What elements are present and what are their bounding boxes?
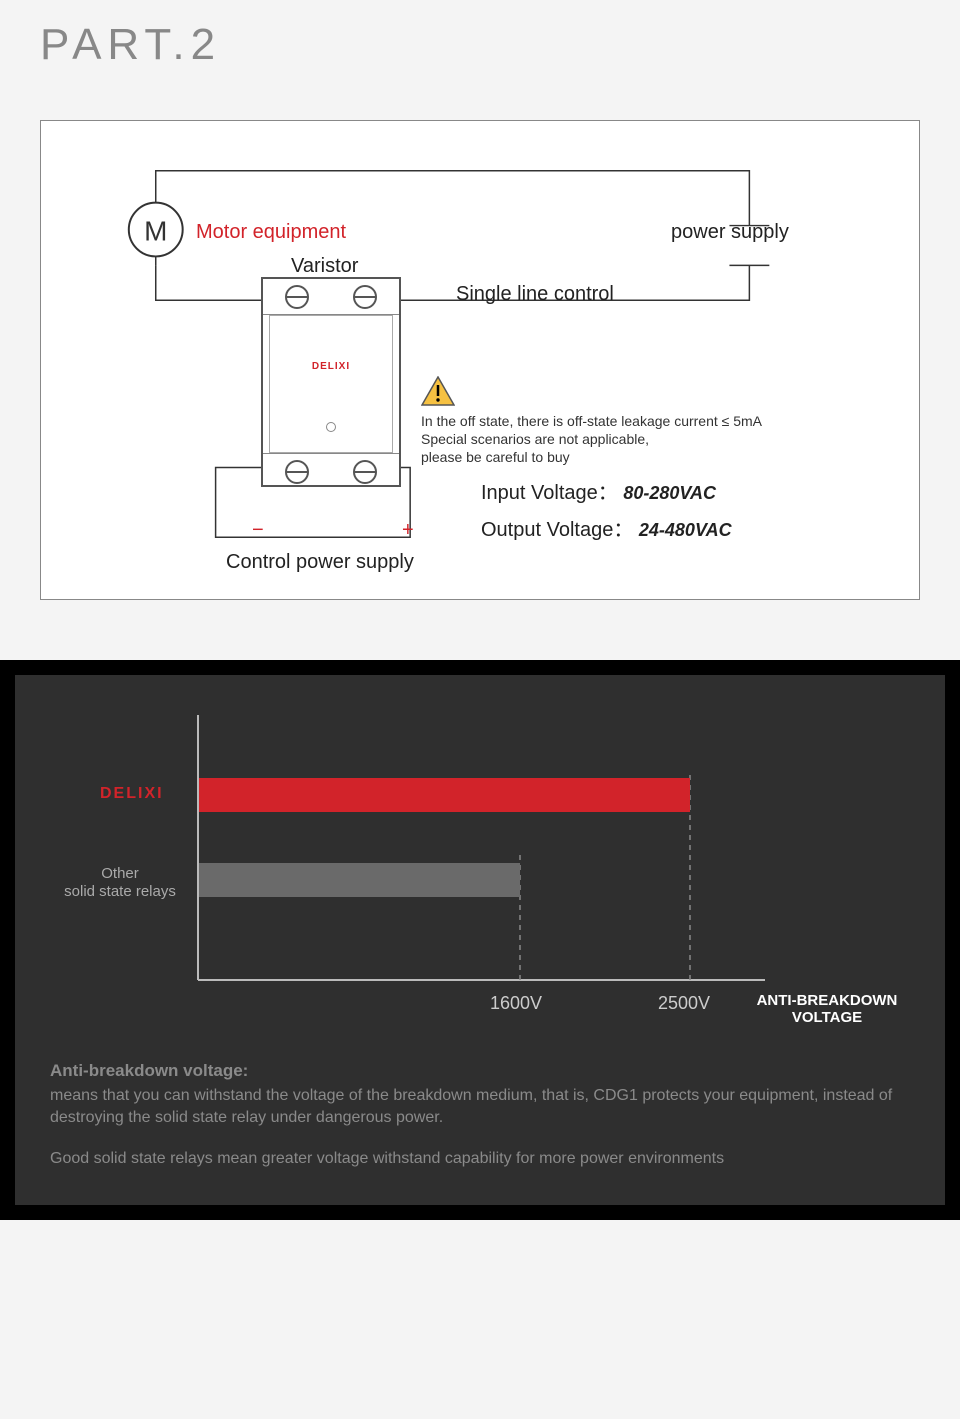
bar-delixi: [199, 778, 690, 812]
output-voltage-label: Output Voltage：: [481, 519, 633, 541]
plus-label: +: [402, 519, 414, 542]
top-section: PART.2 M: [0, 0, 960, 660]
control-power-supply-label: Control power supply: [226, 551, 414, 574]
screw-terminal-icon: [353, 460, 377, 484]
desc-para2: Good solid state relays mean greater vol…: [50, 1148, 910, 1170]
bar-other: [199, 863, 520, 897]
xtick-2500: 2500V: [658, 993, 710, 1014]
wiring-diagram: M DELIXI Motor equipment power supply Va…: [40, 120, 920, 600]
relay-bottom-terminals: [263, 453, 399, 489]
chart-panel: DELIXI Other solid state relays 1600V 25…: [15, 675, 945, 1205]
motor-equipment-label: Motor equipment: [196, 221, 346, 244]
xtick-1600: 1600V: [490, 993, 542, 1014]
screw-terminal-icon: [285, 285, 309, 309]
power-supply-label: power supply: [671, 221, 789, 244]
input-voltage-label: Input Voltage：: [481, 482, 618, 504]
relay-device: DELIXI: [261, 277, 401, 487]
minus-label: −: [252, 519, 264, 542]
warning-line1: In the off state, there is off-state lea…: [421, 412, 851, 430]
relay-body: DELIXI: [269, 315, 393, 453]
diagram-wires: M: [41, 121, 919, 599]
input-voltage-value: 80-280VAC: [623, 483, 716, 503]
chart-brand-label: DELIXI: [100, 785, 164, 803]
voltage-block: Input Voltage： 80-280VAC Output Voltage：…: [481, 476, 732, 550]
svg-text:M: M: [144, 216, 167, 247]
desc-para1: means that you can withstand the voltage…: [50, 1085, 910, 1128]
warning-icon: [421, 376, 455, 406]
description-block: Anti-breakdown voltage: means that you c…: [50, 1060, 910, 1170]
relay-top-terminals: [263, 279, 399, 315]
relay-brand-label: DELIXI: [312, 361, 350, 372]
single-line-control-label: Single line control: [456, 283, 614, 306]
warning-line3: please be careful to buy: [421, 448, 851, 466]
output-voltage-value: 24-480VAC: [639, 520, 732, 540]
part-title: PART.2: [40, 20, 920, 70]
relay-led-icon: [326, 422, 336, 432]
axis-title: ANTI-BREAKDOWN VOLTAGE: [752, 993, 902, 1026]
varistor-label: Varistor: [291, 255, 358, 278]
bar-chart: DELIXI Other solid state relays 1600V 25…: [50, 715, 910, 1035]
warning-line2: Special scenarios are not applicable,: [421, 430, 851, 448]
bottom-section: DELIXI Other solid state relays 1600V 25…: [0, 660, 960, 1220]
chart-other-label: Other solid state relays: [50, 865, 190, 901]
screw-terminal-icon: [285, 460, 309, 484]
screw-terminal-icon: [353, 285, 377, 309]
desc-title: Anti-breakdown voltage:: [50, 1060, 910, 1083]
warning-block: In the off state, there is off-state lea…: [421, 376, 851, 467]
